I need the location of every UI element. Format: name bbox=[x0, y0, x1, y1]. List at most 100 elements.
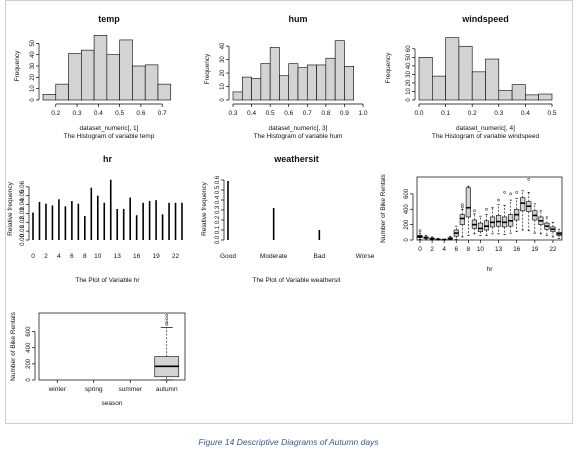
y-tick-label: 0 bbox=[406, 98, 412, 102]
x-tick-label: 0.5 bbox=[115, 110, 124, 117]
y-tick-label: 0.5 bbox=[215, 185, 221, 194]
histogram-bar bbox=[511, 84, 526, 101]
histogram-bar bbox=[316, 64, 327, 101]
histogram-bar bbox=[458, 45, 473, 101]
x-tick-label: 10 bbox=[94, 253, 102, 260]
histogram-bar bbox=[297, 67, 308, 101]
chart-panel-hum: hum 0 10 20 30 40 Frequency dataset_numeric[, 3… bbox=[204, 14, 368, 140]
chart-panel-weathersit: weathersit 0.00.10.20.30.40.50.6 Relative … bbox=[201, 154, 375, 284]
x-tick-label: 0.8 bbox=[321, 110, 330, 117]
histogram-bar bbox=[306, 64, 317, 101]
chart-title: temp bbox=[98, 14, 120, 24]
y-tick-label: 0.06 bbox=[20, 180, 26, 192]
y-tick-label: 20 bbox=[406, 79, 412, 86]
chart-title: windspeed bbox=[461, 14, 509, 24]
histogram-bar bbox=[42, 94, 57, 101]
chart-subtitle: The Histogram of variable windspeed bbox=[432, 133, 540, 140]
x-tick-label: Moderate bbox=[260, 253, 288, 260]
x-axis-label: dataset_numeric[, 3] bbox=[269, 125, 328, 132]
x-axis-label: The Plot of Variable hr bbox=[75, 277, 140, 284]
histogram-bar bbox=[251, 78, 262, 101]
x-tick-label: 10 bbox=[477, 246, 485, 253]
chart-panel-temp: temp 0 10 20 30 40 50 Frequency dataset_numeric[… bbox=[14, 14, 172, 140]
histogram-bar bbox=[525, 94, 540, 101]
box-outlier bbox=[165, 322, 169, 326]
x-tick-label: 0.2 bbox=[468, 110, 477, 117]
histogram-bar bbox=[93, 35, 108, 101]
x-axis-label: dataset_numeric[, 1] bbox=[80, 125, 139, 132]
y-tick-label: 0 bbox=[404, 238, 410, 242]
y-tick-label: 200 bbox=[26, 358, 32, 369]
y-tick-label: 0.03 bbox=[20, 207, 26, 219]
histogram-bar bbox=[144, 64, 159, 101]
figure-caption: Figure 14 Descriptive Diagrams of Autumn… bbox=[198, 437, 379, 447]
x-tick-label: 0.7 bbox=[303, 110, 312, 117]
y-tick-label: 400 bbox=[26, 342, 32, 353]
x-tick-label: 8 bbox=[83, 253, 87, 260]
x-tick-label: 22 bbox=[172, 253, 180, 260]
histogram-bar bbox=[431, 75, 446, 101]
histogram-bar bbox=[68, 53, 82, 101]
histogram-bar bbox=[132, 65, 146, 101]
x-tick-label: winter bbox=[48, 386, 67, 393]
y-tick-label: 10 bbox=[406, 87, 412, 94]
plot-border bbox=[416, 176, 563, 241]
x-tick-label: 0.9 bbox=[340, 110, 349, 117]
x-tick-label: 22 bbox=[549, 246, 557, 253]
x-axis-label: season bbox=[102, 400, 123, 407]
chart-title: hr bbox=[103, 154, 112, 164]
box-outlier bbox=[165, 317, 169, 321]
x-tick-label: 0.4 bbox=[247, 110, 256, 117]
y-tick-label: 30 bbox=[406, 70, 412, 77]
x-tick-label: 0.5 bbox=[266, 110, 275, 117]
y-tick-label: 50 bbox=[30, 39, 36, 46]
figure-canvas: temp01020304050Frequencydataset_numeric[… bbox=[7, 14, 563, 407]
box-outlier bbox=[497, 198, 500, 202]
histogram-bar bbox=[232, 91, 243, 101]
y-tick-label: 0 bbox=[26, 378, 32, 382]
histogram-bar bbox=[344, 66, 355, 101]
histogram-bar bbox=[538, 93, 553, 101]
x-tick-label: 8 bbox=[467, 246, 471, 253]
x-tick-label: 0.1 bbox=[441, 110, 450, 117]
y-tick-label: 600 bbox=[26, 326, 32, 337]
box-outlier bbox=[460, 203, 464, 207]
histogram-bar bbox=[485, 58, 500, 101]
x-tick-label: 13 bbox=[495, 246, 503, 253]
x-tick-label: 2 bbox=[44, 253, 48, 260]
x-tick-label: 4 bbox=[57, 253, 61, 260]
box bbox=[477, 222, 484, 232]
y-tick-label: 0.04 bbox=[20, 198, 26, 210]
chart-subtitle: The Histogram of variable temp bbox=[64, 133, 155, 140]
box-outlier bbox=[418, 229, 422, 233]
y-axis-label: Frequency bbox=[204, 53, 211, 84]
x-tick-label: 0.4 bbox=[94, 110, 103, 117]
box-outlier bbox=[509, 192, 512, 196]
y-tick-label: 0.0 bbox=[215, 235, 221, 244]
y-tick-label: 400 bbox=[404, 204, 410, 215]
x-tick-label: 0.2 bbox=[51, 110, 60, 117]
y-axis-label: Number of Bike Rentals bbox=[380, 173, 387, 242]
x-tick-label: 6 bbox=[454, 246, 458, 253]
histogram-bar bbox=[288, 63, 299, 101]
histogram-bar bbox=[279, 75, 290, 101]
y-axis-label: Relative frequency bbox=[201, 181, 208, 236]
plot-border bbox=[38, 312, 186, 381]
y-tick-label: 40 bbox=[406, 62, 412, 69]
x-tick-label: Worse bbox=[356, 253, 375, 260]
x-tick-label: summer bbox=[119, 386, 143, 393]
y-tick-label: 0.6 bbox=[215, 175, 221, 184]
x-tick-label: 0.3 bbox=[228, 110, 237, 117]
histogram-bar bbox=[241, 76, 252, 101]
y-tick-label: 0.1 bbox=[215, 225, 221, 234]
chart-panel-season: 0 200 400 600 Number of Bike Rentals season wi… bbox=[10, 311, 186, 407]
y-axis-label: Frequency bbox=[14, 50, 21, 81]
y-tick-label: 40 bbox=[220, 42, 226, 49]
y-tick-label: 10 bbox=[30, 85, 36, 92]
y-axis-label: Frequency bbox=[385, 52, 392, 83]
y-tick-label: 0 bbox=[220, 98, 226, 102]
histogram-bar bbox=[157, 83, 172, 101]
y-tick-label: 30 bbox=[30, 62, 36, 69]
